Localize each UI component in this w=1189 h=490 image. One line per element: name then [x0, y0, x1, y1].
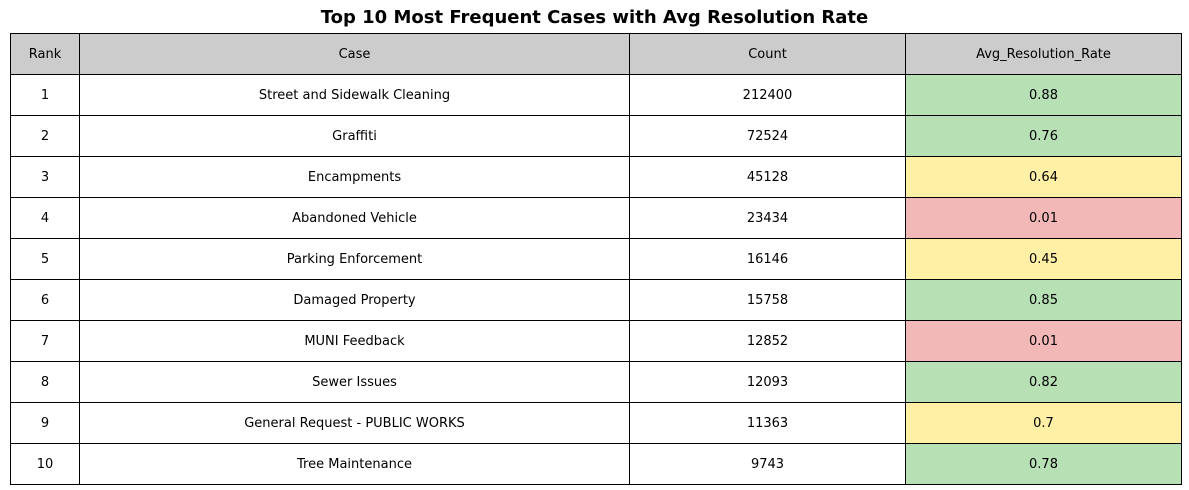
- cell-count: 16146: [629, 238, 906, 280]
- cell-rank: 7: [10, 320, 80, 362]
- table-row: 7 MUNI Feedback 12852 0.01: [10, 320, 1182, 362]
- cell-count: 72524: [629, 115, 906, 157]
- table-row: 1 Street and Sidewalk Cleaning 212400 0.88: [10, 74, 1182, 116]
- cell-case: Graffiti: [79, 115, 630, 157]
- cell-avg-resolution-rate: 0.76: [905, 115, 1182, 157]
- table-row: 8 Sewer Issues 12093 0.82: [10, 361, 1182, 403]
- cell-avg-resolution-rate: 0.01: [905, 320, 1182, 362]
- cell-case: Tree Maintenance: [79, 443, 630, 485]
- header-avg-resolution-rate: Avg_Resolution_Rate: [905, 33, 1182, 75]
- table-row: 9 General Request - PUBLIC WORKS 11363 0.7: [10, 402, 1182, 444]
- table-body: 1 Street and Sidewalk Cleaning 212400 0.88 2…: [10, 74, 1182, 485]
- cell-count: 12093: [629, 361, 906, 403]
- cell-rank: 5: [10, 238, 80, 280]
- chart-title: Top 10 Most Frequent Cases with Avg Reso…: [320, 7, 869, 28]
- cell-rank: 8: [10, 361, 80, 403]
- cell-count: 12852: [629, 320, 906, 362]
- cell-case: Sewer Issues: [79, 361, 630, 403]
- cell-case: Street and Sidewalk Cleaning: [79, 74, 630, 116]
- cases-table: Rank Case Count Avg_Resolution_Rate 1 Str…: [10, 33, 1182, 485]
- cell-avg-resolution-rate: 0.78: [905, 443, 1182, 485]
- cell-rank: 1: [10, 74, 80, 116]
- table-row: 6 Damaged Property 15758 0.85: [10, 279, 1182, 321]
- cell-case: Abandoned Vehicle: [79, 197, 630, 239]
- cell-rank: 3: [10, 156, 80, 198]
- table-row: 4 Abandoned Vehicle 23434 0.01: [10, 197, 1182, 239]
- table-row: 5 Parking Enforcement 16146 0.45: [10, 238, 1182, 280]
- cell-count: 212400: [629, 74, 906, 116]
- cell-case: Encampments: [79, 156, 630, 198]
- cell-avg-resolution-rate: 0.85: [905, 279, 1182, 321]
- cell-count: 15758: [629, 279, 906, 321]
- cell-count: 23434: [629, 197, 906, 239]
- table-row: 3 Encampments 45128 0.64: [10, 156, 1182, 198]
- cell-rank: 2: [10, 115, 80, 157]
- cell-avg-resolution-rate: 0.64: [905, 156, 1182, 198]
- cell-avg-resolution-rate: 0.88: [905, 74, 1182, 116]
- cell-avg-resolution-rate: 0.82: [905, 361, 1182, 403]
- cell-count: 11363: [629, 402, 906, 444]
- cell-count: 9743: [629, 443, 906, 485]
- cell-avg-resolution-rate: 0.01: [905, 197, 1182, 239]
- cell-case: General Request - PUBLIC WORKS: [79, 402, 630, 444]
- cell-avg-resolution-rate: 0.7: [905, 402, 1182, 444]
- table-row: 2 Graffiti 72524 0.76: [10, 115, 1182, 157]
- table-header-row: Rank Case Count Avg_Resolution_Rate: [10, 33, 1182, 75]
- cell-avg-resolution-rate: 0.45: [905, 238, 1182, 280]
- cell-case: Damaged Property: [79, 279, 630, 321]
- header-rank: Rank: [10, 33, 80, 75]
- cell-case: MUNI Feedback: [79, 320, 630, 362]
- table-row: 10 Tree Maintenance 9743 0.78: [10, 443, 1182, 485]
- cell-rank: 9: [10, 402, 80, 444]
- cell-count: 45128: [629, 156, 906, 198]
- header-count: Count: [629, 33, 906, 75]
- cell-rank: 6: [10, 279, 80, 321]
- cell-rank: 10: [10, 443, 80, 485]
- header-case: Case: [79, 33, 630, 75]
- cell-rank: 4: [10, 197, 80, 239]
- cell-case: Parking Enforcement: [79, 238, 630, 280]
